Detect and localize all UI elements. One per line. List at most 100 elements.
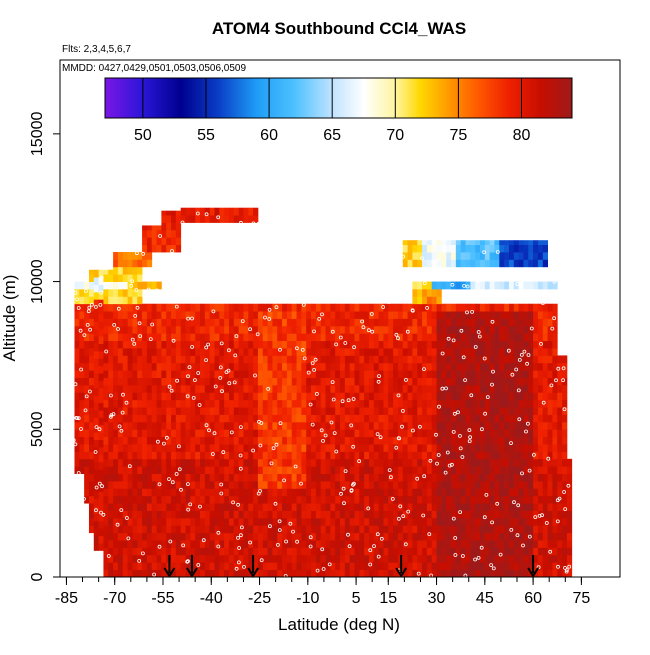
- heatmap-cell: [441, 480, 447, 489]
- x-axis-tick-label: 45: [476, 590, 494, 607]
- sample-dot: [157, 482, 162, 487]
- heatmap-cell: [156, 370, 162, 378]
- heatmap-cell: [412, 311, 418, 319]
- heatmap-cell: [368, 451, 375, 460]
- heatmap-cell: [113, 458, 119, 467]
- sample-dot: [242, 565, 246, 569]
- heatmap-cell: [175, 473, 182, 482]
- heatmap-cell: [282, 503, 288, 511]
- heatmap-cell: [354, 303, 360, 312]
- heatmap-cell: [200, 436, 206, 445]
- heatmap-cell: [277, 429, 283, 438]
- heatmap-cell: [489, 303, 495, 312]
- heatmap-cell: [518, 370, 524, 378]
- heatmap-cell: [200, 458, 206, 467]
- heatmap-cell: [335, 348, 341, 356]
- heatmap-cell: [489, 444, 495, 452]
- heatmap-cell: [209, 348, 215, 356]
- heatmap-cell: [151, 473, 157, 482]
- heatmap-cell: [340, 392, 346, 401]
- heatmap-cell: [306, 525, 312, 534]
- heatmap-cell: [446, 244, 452, 253]
- heatmap-cell: [243, 540, 249, 548]
- heatmap-cell: [533, 318, 539, 327]
- heatmap-cell: [113, 266, 119, 275]
- heatmap-cell: [446, 466, 452, 474]
- heatmap-cell: [286, 569, 293, 577]
- heatmap-cell: [504, 355, 510, 364]
- heatmap-cell: [393, 436, 399, 445]
- heatmap-cell: [422, 503, 428, 511]
- heatmap-cell: [325, 532, 331, 541]
- heatmap-cell: [262, 340, 268, 349]
- heatmap-cell: [344, 318, 351, 327]
- heatmap-cell: [470, 311, 476, 319]
- heatmap-cell: [451, 252, 457, 260]
- heatmap-cell: [373, 569, 380, 577]
- heatmap-cell: [436, 532, 442, 541]
- sample-dot: [266, 386, 271, 391]
- heatmap-cell: [113, 547, 119, 556]
- heatmap-cell: [175, 562, 182, 571]
- heatmap-cell: [368, 532, 375, 541]
- heatmap-cell: [441, 510, 447, 519]
- heatmap-cell: [504, 458, 510, 467]
- heatmap-cell: [200, 480, 206, 489]
- heatmap-cell: [88, 503, 95, 511]
- heatmap-cell: [257, 444, 264, 452]
- heatmap-cell: [190, 348, 196, 356]
- heatmap-cell: [209, 458, 215, 467]
- heatmap-cell: [528, 503, 534, 511]
- heatmap-cell: [103, 495, 109, 504]
- heatmap-cell: [359, 525, 365, 534]
- heatmap-cell: [480, 429, 486, 438]
- heatmap-cell: [282, 532, 288, 541]
- heatmap-cell: [291, 340, 297, 349]
- heatmap-cell: [388, 562, 394, 571]
- heatmap-cell: [340, 325, 346, 334]
- heatmap-cell: [151, 333, 157, 342]
- sample-dot: [346, 532, 350, 537]
- heatmap-cell: [151, 444, 157, 452]
- heatmap-cell: [282, 480, 288, 489]
- heatmap-cell: [93, 299, 100, 308]
- heatmap-cell: [349, 311, 355, 319]
- heatmap-cell: [378, 510, 384, 519]
- heatmap-cell: [518, 421, 524, 430]
- heatmap-cell: [320, 510, 326, 519]
- sample-dot: [381, 305, 386, 309]
- heatmap-cell: [315, 495, 322, 504]
- heatmap-cell: [108, 281, 114, 290]
- heatmap-cell: [354, 444, 360, 452]
- heatmap-cell: [412, 429, 418, 438]
- heatmap-cell: [451, 384, 457, 393]
- heatmap-cell: [180, 421, 186, 430]
- heatmap-cell: [315, 540, 322, 548]
- heatmap-cell: [228, 399, 235, 408]
- heatmap-cell: [291, 421, 297, 430]
- heatmap-cell: [291, 525, 297, 534]
- heatmap-cell: [465, 495, 471, 504]
- heatmap-cell: [248, 318, 254, 327]
- heatmap-cell: [499, 281, 505, 290]
- heatmap-cell: [296, 540, 302, 548]
- heatmap-cell: [407, 458, 413, 467]
- heatmap-cell: [359, 554, 365, 563]
- heatmap-cell: [200, 318, 206, 327]
- heatmap-cell: [364, 517, 370, 526]
- heatmap-cell: [79, 311, 85, 319]
- heatmap-cell: [412, 495, 418, 504]
- heatmap-cell: [489, 532, 495, 541]
- sample-dot: [224, 370, 229, 375]
- heatmap-cell: [122, 318, 128, 327]
- heatmap-cell: [533, 547, 539, 556]
- sample-dot: [552, 316, 556, 321]
- heatmap-cell: [480, 244, 486, 253]
- heatmap-cell: [533, 517, 539, 526]
- heatmap-cell: [282, 525, 288, 534]
- heatmap-cell: [557, 466, 563, 474]
- heatmap-cell: [504, 244, 510, 253]
- heatmap-cell: [209, 540, 215, 548]
- heatmap-cell: [233, 340, 240, 349]
- sample-dot: [185, 394, 190, 399]
